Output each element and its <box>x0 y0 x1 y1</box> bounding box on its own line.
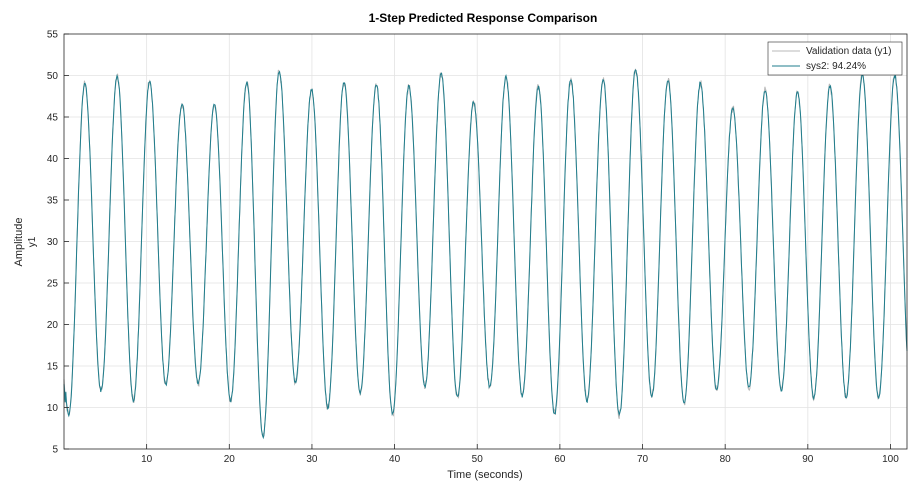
y-tick-label: 50 <box>47 71 59 82</box>
y-tick-label: 20 <box>47 320 59 331</box>
x-tick-label: 10 <box>141 454 153 465</box>
y-tick-label: 55 <box>47 30 59 41</box>
x-tick-label: 60 <box>554 454 566 465</box>
y-tick-label: 45 <box>47 113 59 124</box>
x-tick-label: 50 <box>472 454 484 465</box>
x-tick-label: 40 <box>389 454 401 465</box>
series-line-sys2 <box>63 69 908 440</box>
y-tick-label: 15 <box>47 362 59 373</box>
y-tick-label: 35 <box>47 196 59 207</box>
x-tick-label: 100 <box>882 454 899 465</box>
legend-label-sys2: sys2: 94.24% <box>806 61 866 72</box>
y-tick-label: 10 <box>47 403 59 414</box>
y-tick-label: 40 <box>47 154 59 165</box>
legend: Validation data (y1) sys2: 94.24% <box>767 41 903 76</box>
y-axis-label: Amplitude <box>13 218 25 267</box>
chart-title: 1-Step Predicted Response Comparison <box>369 11 598 25</box>
legend-box <box>767 41 903 76</box>
y-tick-label: 30 <box>47 237 59 248</box>
axis-ticks: 10 20 30 40 50 60 70 80 90 100 5 10 15 20 25 30 35 40 45 50… <box>47 30 899 466</box>
y-tick-label: 25 <box>47 279 59 290</box>
x-tick-label: 30 <box>306 454 318 465</box>
x-tick-label: 90 <box>802 454 814 465</box>
legend-label-validation: Validation data (y1) <box>806 46 891 57</box>
y-axis-sublabel: y1 <box>27 236 38 247</box>
x-tick-label: 20 <box>224 454 236 465</box>
x-tick-label: 70 <box>637 454 649 465</box>
x-axis-label: Time (seconds) <box>447 469 522 481</box>
x-tick-label: 80 <box>720 454 732 465</box>
y-tick-label: 5 <box>52 445 58 456</box>
series-lines <box>63 68 908 440</box>
